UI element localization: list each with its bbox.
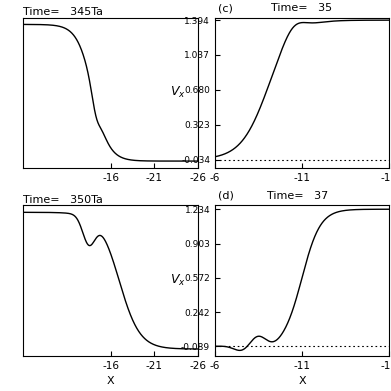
Text: (c): (c) (219, 3, 233, 13)
X-axis label: X: X (298, 376, 306, 386)
Text: Time=   37: Time= 37 (267, 191, 328, 201)
Y-axis label: $V_x$: $V_x$ (170, 273, 186, 288)
Text: Time=   345Ta: Time= 345Ta (23, 7, 104, 17)
Y-axis label: $V_x$: $V_x$ (170, 85, 186, 100)
Text: Time=   350Ta: Time= 350Ta (23, 195, 103, 205)
Text: Time=   35: Time= 35 (271, 3, 332, 13)
X-axis label: X: X (107, 376, 114, 386)
Text: (d): (d) (219, 191, 234, 201)
